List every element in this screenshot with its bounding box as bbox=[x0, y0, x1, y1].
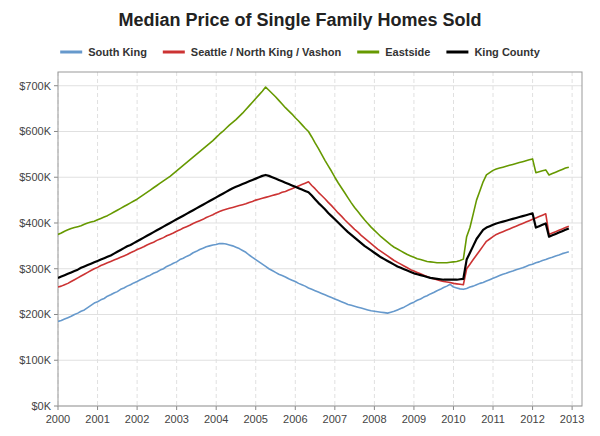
tick-mark bbox=[54, 222, 58, 223]
tick-mark bbox=[216, 406, 217, 410]
tick-label: 2008 bbox=[362, 413, 386, 425]
axes: $0K $100K $200K $300K $400K $500K $600K $700K 20… bbox=[19, 80, 584, 425]
tick-label: $300K bbox=[19, 263, 51, 275]
tick-label: 2002 bbox=[125, 413, 149, 425]
tick-label: $400K bbox=[19, 217, 51, 229]
legend-label: King County bbox=[474, 46, 540, 58]
grid-line bbox=[532, 72, 533, 406]
tick-label: 2007 bbox=[323, 413, 347, 425]
legend-swatch bbox=[163, 51, 185, 54]
tick-mark bbox=[137, 406, 138, 410]
tick-mark bbox=[97, 406, 98, 410]
grid-line bbox=[493, 72, 494, 406]
tick-mark bbox=[453, 406, 454, 410]
tick-mark bbox=[413, 406, 414, 410]
tick-mark bbox=[54, 268, 58, 269]
grid-line bbox=[255, 72, 256, 406]
tick-label: 2012 bbox=[520, 413, 544, 425]
series-line bbox=[58, 244, 569, 322]
legend-swatch bbox=[357, 51, 379, 54]
grid-line bbox=[176, 72, 177, 406]
lines bbox=[58, 87, 569, 321]
tick-label: $0K bbox=[31, 400, 51, 412]
tick-mark bbox=[295, 406, 296, 410]
tick-mark bbox=[54, 85, 58, 86]
tick-label: 2003 bbox=[164, 413, 188, 425]
grid-line bbox=[58, 314, 582, 315]
tick-label: 2004 bbox=[204, 413, 228, 425]
legend-item: Seattle / North King / Vashon bbox=[163, 46, 342, 58]
tick-label: 2013 bbox=[560, 413, 584, 425]
tick-mark bbox=[255, 406, 256, 410]
tick-mark bbox=[54, 406, 58, 407]
grid-line bbox=[295, 72, 296, 406]
tick-label: $700K bbox=[19, 80, 51, 92]
tick-label: $500K bbox=[19, 171, 51, 183]
background bbox=[0, 0, 600, 436]
tick-label: $100K bbox=[19, 354, 51, 366]
tick-mark bbox=[54, 360, 58, 361]
tick-mark bbox=[58, 406, 59, 410]
legend-swatch bbox=[446, 51, 468, 54]
legend-swatch bbox=[60, 51, 82, 54]
tick-label: 2011 bbox=[481, 413, 505, 425]
tick-mark bbox=[572, 406, 573, 410]
tick-mark bbox=[532, 406, 533, 410]
tick-label: $600K bbox=[19, 125, 51, 137]
tick-mark bbox=[176, 406, 177, 410]
grid-line bbox=[216, 72, 217, 406]
grid-line bbox=[413, 72, 414, 406]
legend-label: Seattle / North King / Vashon bbox=[191, 46, 342, 58]
grid-line bbox=[137, 72, 138, 406]
grid-line bbox=[334, 72, 335, 406]
grid-line bbox=[374, 72, 375, 406]
title: Median Price of Single Family Homes Sold bbox=[118, 10, 481, 30]
legend-item: King County bbox=[446, 46, 540, 58]
grid-line bbox=[572, 72, 573, 406]
legend: South King Seattle / North King / Vashon E… bbox=[60, 46, 540, 58]
tick-label: 2010 bbox=[441, 413, 465, 425]
series-line bbox=[58, 87, 569, 263]
tick-mark bbox=[334, 406, 335, 410]
tick-label: 2009 bbox=[402, 413, 426, 425]
tick-label: 2000 bbox=[46, 413, 70, 425]
tick-mark bbox=[493, 406, 494, 410]
series-line bbox=[58, 175, 569, 280]
tick-mark bbox=[374, 406, 375, 410]
tick-label: 2006 bbox=[283, 413, 307, 425]
grid bbox=[58, 72, 582, 406]
grid-line bbox=[97, 72, 98, 406]
plot-frame bbox=[58, 72, 582, 406]
tick-label: 2005 bbox=[243, 413, 267, 425]
tick-label: 2001 bbox=[85, 413, 109, 425]
legend-label: South King bbox=[88, 46, 147, 58]
legend-item: Eastside bbox=[357, 46, 430, 58]
tick-mark bbox=[54, 177, 58, 178]
legend-label: Eastside bbox=[385, 46, 430, 58]
tick-mark bbox=[54, 314, 58, 315]
legend-item: South King bbox=[60, 46, 147, 58]
tick-mark bbox=[54, 131, 58, 132]
tick-label: $200K bbox=[19, 308, 51, 320]
grid-line bbox=[453, 72, 454, 406]
